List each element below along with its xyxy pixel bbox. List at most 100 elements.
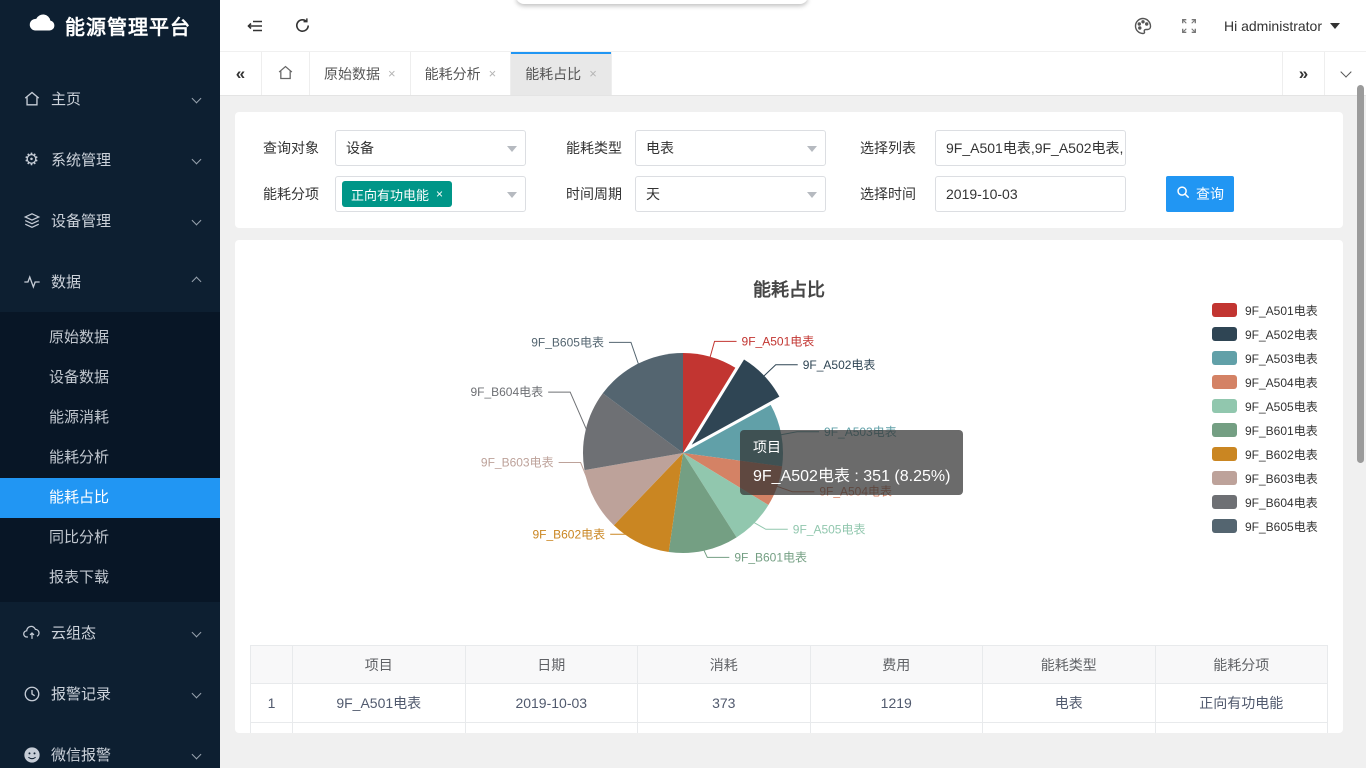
legend-item-9F_A505电表[interactable]: 9F_A505电表 (1212, 394, 1318, 418)
legend-swatch-icon (1212, 495, 1237, 509)
table-cell (637, 722, 811, 733)
clock-icon (22, 684, 41, 703)
energy-type-select[interactable]: 电表 (635, 130, 826, 166)
search-button[interactable]: 查询 (1166, 176, 1234, 212)
sidebar-item-devices[interactable]: 设备管理 (0, 190, 220, 251)
legend-label: 9F_B604电表 (1245, 495, 1318, 510)
legend-item-9F_B601电表[interactable]: 9F_B601电表 (1212, 418, 1318, 442)
sidebar-item-wechat-alarm[interactable]: 微信报警 (0, 724, 220, 768)
sidebar-item-energy-consumption[interactable]: 能源消耗 (49, 409, 110, 426)
legend-swatch-icon (1212, 375, 1237, 389)
sidebar-item-home[interactable]: 主页 (0, 68, 220, 129)
sidebar-item-raw-data[interactable]: 原始数据 (49, 329, 110, 346)
legend-item-9F_A503电表[interactable]: 9F_A503电表 (1212, 346, 1318, 370)
chevron-down-icon (191, 215, 202, 226)
chevron-down-icon (191, 688, 202, 699)
close-icon[interactable]: × (589, 66, 597, 81)
tab-home[interactable] (262, 52, 310, 95)
sidebar-item-device-data[interactable]: 设备数据 (49, 369, 110, 386)
table-header-项目: 项目 (292, 645, 466, 684)
legend-swatch-icon (1212, 327, 1237, 341)
legend-item-9F_A504电表[interactable]: 9F_A504电表 (1212, 370, 1318, 394)
table-header-消耗: 消耗 (637, 645, 811, 684)
fullscreen-icon[interactable] (1178, 15, 1200, 37)
legend-item-9F_B602电表[interactable]: 9F_B602电表 (1212, 442, 1318, 466)
filter-panel: 查询对象 设备 能耗类型 电表 选择列表 9F_A501电表,9F_A502电表… (235, 112, 1343, 228)
legend-item-9F_B604电表[interactable]: 9F_B604电表 (1212, 490, 1318, 514)
tab-consumption-analysis[interactable]: 能耗分析 × (411, 52, 512, 95)
pie-label: 9F_B605电表 (531, 335, 604, 349)
layers-icon (22, 211, 41, 230)
table-cell: 1 (250, 683, 293, 723)
filter-label-query-object: 查询对象 (263, 140, 319, 156)
user-menu[interactable]: Hi administrator (1224, 18, 1340, 34)
tabbar-right-controls: » (1282, 52, 1366, 95)
filter-label-select-list: 选择列表 (860, 140, 916, 156)
page-scrollbar-thumb[interactable] (1357, 85, 1364, 463)
sidebar-item-data[interactable]: 数据 (0, 251, 220, 312)
pie-label: 9F_B603电表 (481, 456, 554, 470)
tag-close-icon[interactable]: × (436, 187, 444, 201)
sidebar-item-consumption-ratio[interactable]: 能耗占比 (0, 478, 220, 518)
selected-tag[interactable]: 正向有功电能 × (342, 181, 453, 207)
legend-label: 9F_B601电表 (1245, 423, 1318, 438)
tabs-scroll-left-button[interactable]: « (220, 52, 262, 95)
table-header-能耗分项: 能耗分项 (1154, 645, 1328, 684)
table-cell (1154, 722, 1328, 733)
legend-item-9F_B605电表[interactable]: 9F_B605电表 (1212, 514, 1318, 538)
pie-label-line (703, 549, 730, 558)
table-header-能耗类型: 能耗类型 (982, 645, 1156, 684)
legend-swatch-icon (1212, 423, 1237, 437)
table-cell (809, 722, 983, 733)
legend-label: 9F_A503电表 (1245, 351, 1318, 366)
pie-slice-9F_B602电表[interactable] (613, 453, 683, 552)
sidebar-item-report-download[interactable]: 报表下载 (49, 569, 110, 586)
pie-label-line (548, 391, 588, 431)
legend-label: 9F_B605电表 (1245, 519, 1318, 534)
sidebar-item-alarm-records[interactable]: 报警记录 (0, 663, 220, 724)
tab-raw-data[interactable]: 原始数据 × (310, 52, 411, 95)
user-name: Hi administrator (1223, 17, 1322, 34)
tabs-scroll-right-button[interactable]: » (1282, 52, 1324, 95)
refresh-icon[interactable] (291, 15, 313, 37)
sidebar-nav: 主页 ⚙ 系统管理 设备管理 数据 (0, 50, 220, 768)
select-caret-icon (807, 146, 817, 157)
pie-slice-9F_B601电表[interactable] (668, 453, 737, 553)
select-caret-icon (507, 192, 517, 203)
data-table-wrap: 项目 日期 消耗 费用 能耗类型 能耗分项 1 9F_A501电表 2019-10-03 373… (250, 645, 1328, 733)
sidebar-item-consumption-analysis[interactable]: 能耗分析 (49, 449, 110, 466)
pie-slice-9F_A502电表[interactable] (691, 359, 780, 445)
collapse-sidebar-icon[interactable] (244, 15, 266, 37)
query-object-select[interactable]: 设备 (335, 130, 526, 166)
pie-slice-9F_A505电表[interactable] (683, 453, 769, 538)
pie-slice-9F_B604电表[interactable] (583, 393, 683, 471)
legend-label: 9F_B603电表 (1245, 471, 1318, 486)
gear-icon: ⚙ (23, 149, 40, 169)
legend-item-9F_B603电表[interactable]: 9F_B603电表 (1212, 466, 1318, 490)
legend-swatch-icon (1212, 471, 1237, 485)
pie-slice-9F_B605电表[interactable] (602, 353, 683, 453)
sidebar-item-yoy-analysis[interactable]: 同比分析 (49, 529, 110, 546)
pie-slice-9F_B603电表[interactable] (584, 453, 683, 526)
pie-slice-9F_A501电表[interactable] (683, 353, 736, 453)
legend-swatch-icon (1212, 303, 1237, 317)
chart-title: 能耗占比 (753, 280, 825, 300)
close-icon[interactable]: × (488, 66, 497, 81)
table-cell: 2019-10-03 (464, 683, 638, 723)
time-period-select[interactable]: 天 (635, 176, 826, 212)
pie-label: 9F_B602电表 (532, 527, 605, 541)
select-caret-icon (807, 192, 817, 203)
tabs-menu-button[interactable] (1324, 52, 1366, 95)
tab-consumption-ratio[interactable]: 能耗占比 × (511, 52, 612, 95)
sidebar-item-system[interactable]: ⚙ 系统管理 (0, 129, 220, 190)
theme-palette-icon[interactable] (1132, 15, 1154, 37)
chevron-up-icon (191, 276, 202, 287)
legend-item-9F_A502电表[interactable]: 9F_A502电表 (1212, 322, 1318, 346)
meter-list-input[interactable]: 9F_A501电表,9F_A502电表, (935, 130, 1126, 166)
date-input[interactable]: 2019-10-03 (935, 176, 1126, 212)
data-table: 项目 日期 消耗 费用 能耗类型 能耗分项 1 9F_A501电表 2019-10-03 373… (250, 645, 1328, 733)
legend-item-9F_A501电表[interactable]: 9F_A501电表 (1212, 298, 1318, 322)
sidebar-item-cloud-scada[interactable]: 云组态 (0, 602, 220, 663)
energy-subitem-select[interactable]: 正向有功电能 × (335, 176, 526, 212)
close-icon[interactable]: × (388, 66, 396, 81)
